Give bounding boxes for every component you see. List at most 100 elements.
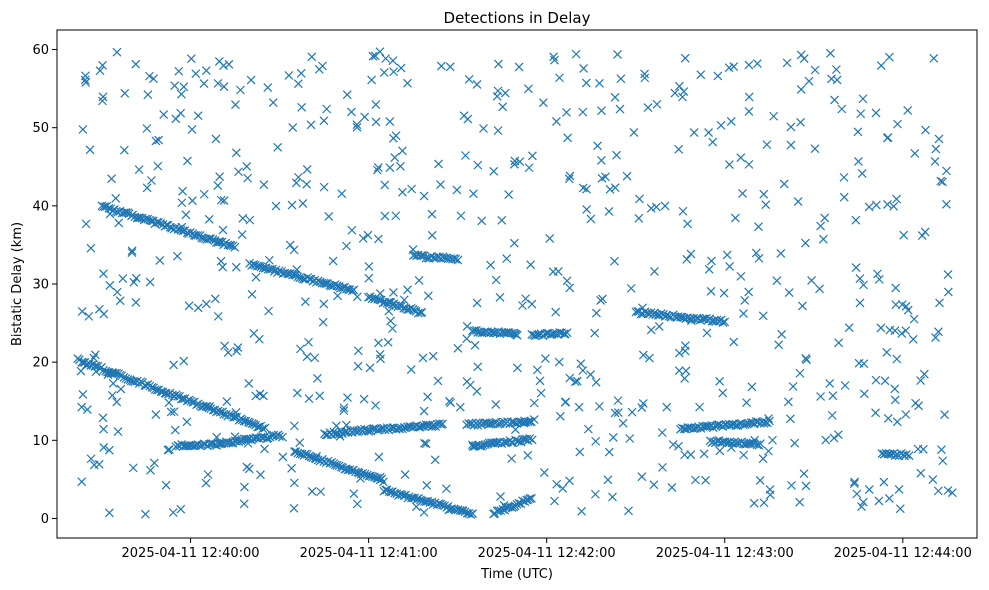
data-point bbox=[510, 425, 520, 435]
data-point bbox=[390, 153, 400, 162]
data-point bbox=[509, 159, 519, 169]
data-point bbox=[509, 238, 519, 248]
data-point bbox=[871, 408, 880, 418]
data-point bbox=[586, 214, 596, 224]
data-point bbox=[565, 476, 574, 486]
data-point bbox=[783, 397, 793, 407]
data-point bbox=[293, 79, 303, 89]
data-point bbox=[251, 391, 261, 401]
data-point bbox=[837, 104, 847, 114]
data-point bbox=[150, 385, 160, 395]
data-point bbox=[937, 445, 946, 455]
data-point bbox=[839, 192, 849, 202]
data-point bbox=[289, 421, 299, 431]
data-point bbox=[389, 67, 399, 77]
data-point bbox=[149, 458, 159, 468]
data-point bbox=[493, 126, 503, 136]
data-point bbox=[890, 451, 900, 461]
data-point bbox=[388, 324, 397, 333]
data-point bbox=[890, 384, 900, 394]
data-point bbox=[729, 337, 739, 347]
data-point bbox=[810, 144, 820, 154]
data-point bbox=[461, 151, 470, 160]
data-point bbox=[143, 90, 153, 100]
data-point bbox=[913, 444, 923, 454]
data-point bbox=[77, 477, 87, 487]
y-tick-label: 50 bbox=[32, 121, 49, 136]
data-point bbox=[163, 445, 173, 455]
data-point bbox=[242, 161, 252, 171]
data-point bbox=[363, 230, 373, 240]
data-point bbox=[319, 182, 329, 192]
data-point bbox=[874, 496, 884, 506]
data-point bbox=[222, 397, 232, 406]
data-point bbox=[247, 289, 257, 299]
data-point bbox=[563, 133, 573, 143]
data-point bbox=[110, 368, 120, 378]
data-point bbox=[883, 133, 893, 142]
data-point bbox=[373, 294, 383, 304]
data-point bbox=[310, 353, 320, 363]
data-point bbox=[371, 400, 380, 410]
data-point bbox=[786, 140, 796, 150]
data-point bbox=[615, 104, 625, 114]
data-point bbox=[786, 122, 796, 132]
data-point bbox=[164, 398, 174, 408]
data-point bbox=[610, 92, 620, 102]
data-point bbox=[576, 359, 586, 369]
y-tick-label: 30 bbox=[32, 278, 49, 293]
data-point bbox=[586, 370, 595, 380]
data-point bbox=[635, 194, 644, 204]
data-point bbox=[370, 51, 380, 61]
data-point bbox=[864, 202, 874, 212]
data-point bbox=[229, 412, 238, 422]
data-point bbox=[774, 340, 784, 350]
data-point bbox=[365, 363, 375, 373]
data-point bbox=[367, 75, 377, 85]
data-point bbox=[99, 443, 109, 452]
data-point bbox=[151, 136, 161, 146]
data-point bbox=[884, 493, 894, 503]
data-point bbox=[213, 181, 223, 191]
data-point bbox=[725, 261, 735, 271]
data-point bbox=[680, 53, 690, 63]
data-point bbox=[815, 284, 825, 294]
data-point bbox=[876, 61, 886, 71]
data-point bbox=[765, 485, 775, 494]
data-point bbox=[572, 376, 582, 386]
data-point bbox=[172, 251, 182, 261]
data-point bbox=[418, 353, 428, 363]
data-point bbox=[288, 270, 298, 280]
y-tick-label: 20 bbox=[32, 356, 49, 371]
data-point bbox=[427, 497, 437, 507]
data-point bbox=[176, 504, 186, 514]
data-point bbox=[801, 481, 811, 491]
x-tick-label: 2025-04-11 12:40:00 bbox=[122, 546, 260, 561]
data-point bbox=[652, 99, 662, 109]
data-point bbox=[827, 410, 837, 420]
data-point bbox=[798, 301, 807, 311]
data-point bbox=[116, 384, 126, 394]
data-point bbox=[201, 478, 211, 488]
data-point bbox=[883, 199, 892, 209]
data-point bbox=[297, 102, 307, 112]
data-point bbox=[364, 427, 374, 436]
data-point bbox=[289, 245, 299, 255]
data-point bbox=[523, 450, 533, 460]
data-point bbox=[188, 397, 198, 407]
data-point bbox=[834, 338, 844, 348]
data-point bbox=[901, 301, 911, 311]
data-point bbox=[570, 377, 580, 387]
data-point bbox=[682, 254, 692, 264]
x-tick-label: 2025-04-11 12:41:00 bbox=[300, 546, 438, 561]
data-point bbox=[213, 311, 223, 321]
data-point bbox=[590, 328, 600, 338]
data-point bbox=[645, 353, 654, 363]
data-point bbox=[943, 287, 953, 297]
data-point bbox=[686, 450, 696, 460]
data-point bbox=[551, 117, 561, 126]
data-point bbox=[816, 392, 825, 401]
data-point bbox=[468, 442, 478, 452]
data-point bbox=[785, 414, 795, 424]
data-point bbox=[674, 441, 683, 451]
